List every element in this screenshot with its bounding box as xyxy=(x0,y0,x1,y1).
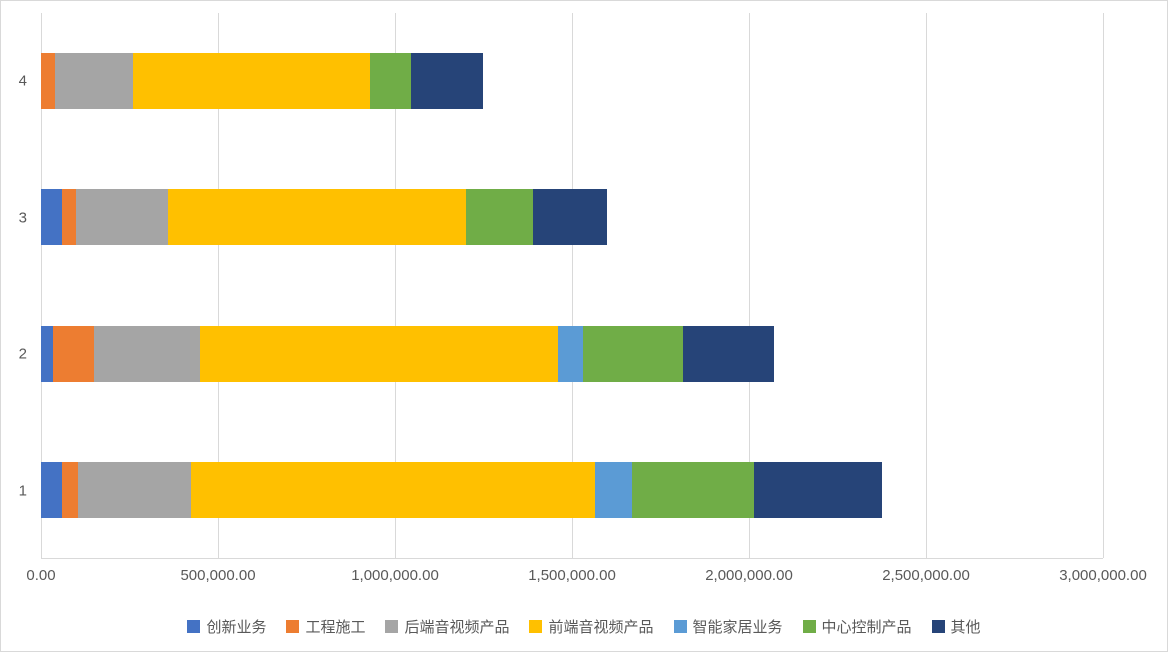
legend-label: 前端音视频产品 xyxy=(548,619,654,636)
bar-segment-frontend-av[interactable] xyxy=(168,189,466,246)
bar-row xyxy=(41,422,1103,558)
x-axis-label: 2,500,000.00 xyxy=(882,567,970,584)
bar-segment-frontend-av[interactable] xyxy=(200,325,558,382)
x-axis-label: 500,000.00 xyxy=(180,567,256,584)
bar-segment-backend-av[interactable] xyxy=(55,53,134,110)
bar-segment-central-control[interactable] xyxy=(632,461,755,518)
y-axis-label: 3 xyxy=(18,209,27,227)
bar-segment-central-control[interactable] xyxy=(465,189,534,246)
legend-label: 后端音视频产品 xyxy=(404,619,510,636)
gridline xyxy=(926,13,927,558)
legend: 创新业务 工程施工 后端音视频产品 前端音视频产品 智能家居业务 中心控制产品 其他 xyxy=(1,616,1167,637)
legend-item-backend-av[interactable]: 后端音视频产品 xyxy=(385,616,509,637)
gridline xyxy=(41,13,42,558)
y-axis-label: 2 xyxy=(18,345,27,363)
bar-segment-frontend-av[interactable] xyxy=(191,461,595,518)
bar-segment-other[interactable] xyxy=(533,189,608,246)
bar-segment-backend-av[interactable] xyxy=(94,325,201,382)
legend-label: 工程施工 xyxy=(305,619,366,636)
bar-stack xyxy=(41,189,1103,246)
bar-segment-frontend-av[interactable] xyxy=(133,53,371,110)
gridline xyxy=(572,13,573,558)
legend-item-smart-home[interactable]: 智能家居业务 xyxy=(673,616,783,637)
bar-segment-innovation[interactable] xyxy=(41,189,63,246)
bar-segment-construction[interactable] xyxy=(62,189,77,246)
legend-swatch xyxy=(187,620,201,633)
bar-segment-construction[interactable] xyxy=(53,325,95,382)
plot-area xyxy=(41,13,1104,559)
legend-swatch xyxy=(286,620,300,633)
legend-item-central-control[interactable]: 中心控制产品 xyxy=(802,616,912,637)
legend-item-other[interactable]: 其他 xyxy=(931,616,981,637)
x-axis-label: 0.00 xyxy=(26,567,56,584)
bar-segment-construction[interactable] xyxy=(41,53,56,110)
gridline xyxy=(749,13,750,558)
legend-swatch xyxy=(673,620,687,633)
bar-segment-backend-av[interactable] xyxy=(78,461,192,518)
x-axis: 0.00 500,000.00 1,000,000.00 1,500,000.00 2,… xyxy=(26,567,1146,589)
legend-label: 创新业务 xyxy=(206,619,267,636)
y-axis: 4 3 2 1 xyxy=(1,13,35,559)
x-axis-label: 1,500,000.00 xyxy=(528,567,616,584)
legend-label: 智能家居业务 xyxy=(692,619,783,636)
gridline xyxy=(218,13,219,558)
bar-stack xyxy=(41,461,1103,518)
bar-segment-construction[interactable] xyxy=(62,461,79,518)
bar-row xyxy=(41,13,1103,149)
legend-swatch xyxy=(529,620,543,633)
gridline xyxy=(1103,13,1104,558)
bar-segment-central-control[interactable] xyxy=(582,325,684,382)
x-axis-label: 3,000,000.00 xyxy=(1059,567,1147,584)
gridline xyxy=(395,13,396,558)
bar-segment-other[interactable] xyxy=(683,325,774,382)
bar-row xyxy=(41,286,1103,422)
bar-segment-backend-av[interactable] xyxy=(76,189,169,246)
legend-swatch xyxy=(802,620,816,633)
legend-item-construction[interactable]: 工程施工 xyxy=(286,616,365,637)
legend-item-frontend-av[interactable]: 前端音视频产品 xyxy=(529,616,654,637)
legend-item-innovation[interactable]: 创新业务 xyxy=(187,616,266,637)
bar-segment-smart-home[interactable] xyxy=(557,325,583,382)
bar-stack xyxy=(41,53,1103,110)
bar-segment-central-control[interactable] xyxy=(370,53,411,110)
x-axis-label: 1,000,000.00 xyxy=(351,567,439,584)
bar-stack xyxy=(41,325,1103,382)
bar-row xyxy=(41,149,1103,285)
x-axis-label: 2,000,000.00 xyxy=(705,567,793,584)
legend-swatch xyxy=(385,620,399,633)
legend-label: 其他 xyxy=(950,619,981,636)
bar-segment-other[interactable] xyxy=(754,461,882,518)
y-axis-label: 1 xyxy=(18,482,27,500)
bar-segment-innovation[interactable] xyxy=(41,325,54,382)
bar-segment-other[interactable] xyxy=(410,53,484,110)
bar-segment-smart-home[interactable] xyxy=(594,461,633,518)
legend-label: 中心控制产品 xyxy=(821,619,912,636)
legend-swatch xyxy=(931,620,945,633)
y-axis-label: 4 xyxy=(18,72,27,90)
bar-segment-innovation[interactable] xyxy=(41,461,63,518)
